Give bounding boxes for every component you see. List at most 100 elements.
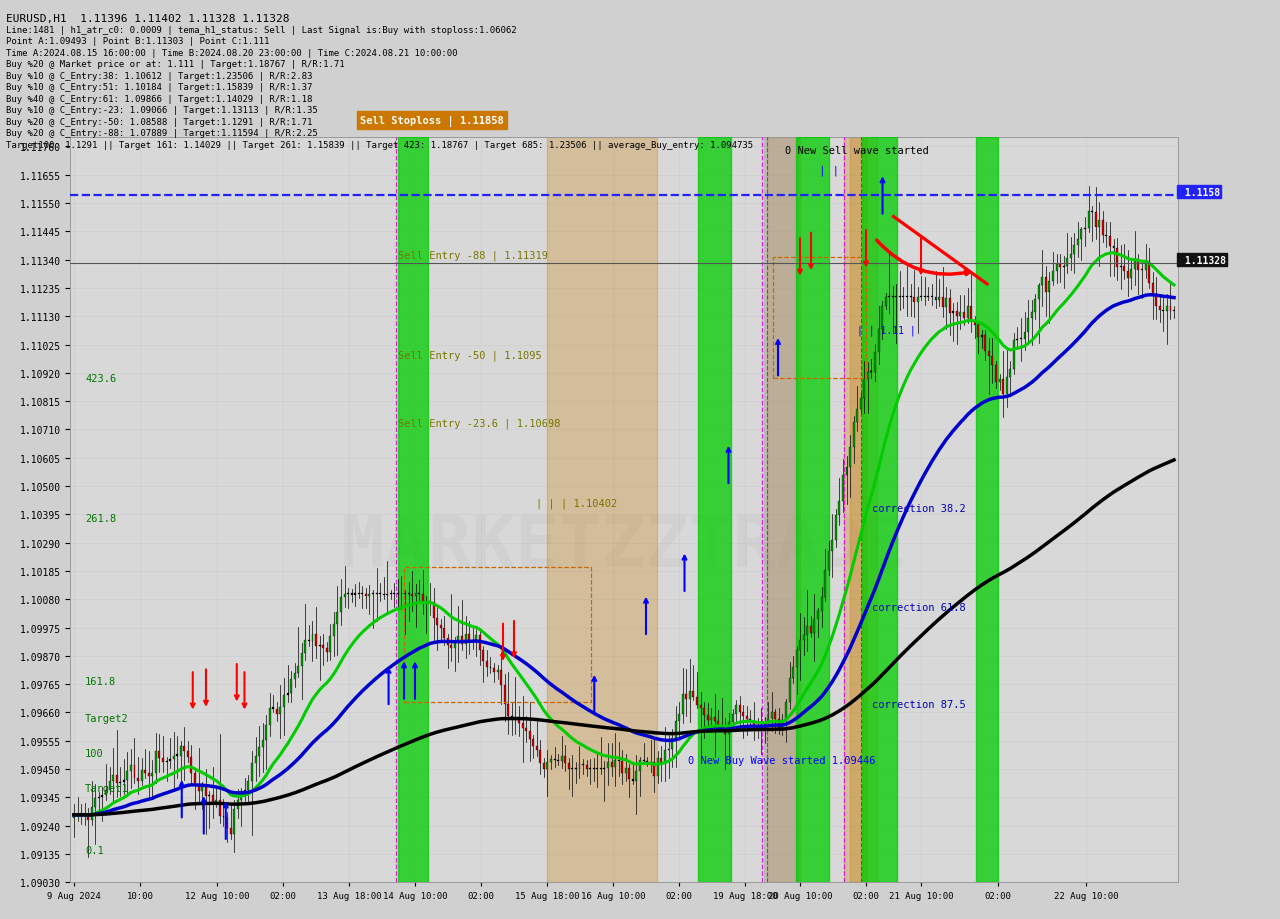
Bar <box>429 601 431 603</box>
Bar <box>293 673 296 680</box>
Bar <box>325 648 328 652</box>
Bar <box>333 624 335 637</box>
Bar <box>415 593 417 596</box>
Bar <box>343 595 346 597</box>
Bar <box>561 756 563 761</box>
Bar <box>1172 311 1175 312</box>
Bar <box>443 629 445 639</box>
Bar <box>123 780 124 782</box>
Bar <box>173 755 174 759</box>
Text: | | | 1.10402: | | | 1.10402 <box>536 498 617 508</box>
Bar <box>700 706 701 709</box>
Bar <box>127 771 128 780</box>
Bar <box>618 760 620 761</box>
Bar <box>407 593 410 595</box>
Bar <box>1059 266 1061 268</box>
Bar <box>369 595 370 596</box>
Bar <box>995 366 997 382</box>
Text: 0.1: 0.1 <box>84 845 104 855</box>
Bar <box>105 790 108 795</box>
Bar <box>938 298 940 301</box>
Bar <box>276 709 278 715</box>
Bar <box>183 746 186 752</box>
Bar <box>461 637 463 644</box>
Bar <box>351 594 352 595</box>
Bar <box>899 297 901 298</box>
Bar <box>451 645 452 648</box>
Bar <box>928 297 929 298</box>
Bar <box>113 775 114 782</box>
Bar <box>1116 249 1117 267</box>
Bar <box>1006 377 1007 394</box>
Bar <box>874 353 876 373</box>
Bar <box>742 712 744 716</box>
Bar <box>365 595 367 596</box>
Bar <box>297 666 300 673</box>
Text: 1.1158: 1.1158 <box>1179 187 1220 198</box>
Bar <box>91 807 92 821</box>
Bar <box>493 668 495 673</box>
Bar <box>773 257 867 379</box>
Bar <box>632 779 634 781</box>
Bar <box>902 297 905 298</box>
Bar <box>721 725 723 728</box>
Bar <box>966 307 969 319</box>
Bar <box>913 298 915 302</box>
Text: Target2: Target2 <box>84 713 129 723</box>
Bar <box>109 782 110 790</box>
Bar <box>404 593 406 595</box>
Bar <box>611 762 613 767</box>
Bar <box>1126 271 1129 279</box>
Bar <box>1076 240 1079 246</box>
Bar <box>419 593 420 595</box>
Text: correction 38.2: correction 38.2 <box>872 503 965 513</box>
Bar <box>710 718 712 720</box>
Text: Point A:1.09493 | Point B:1.11303 | Point C:1.111: Point A:1.09493 | Point B:1.11303 | Poin… <box>6 37 270 46</box>
Bar <box>425 601 428 604</box>
Bar <box>141 770 142 781</box>
Bar <box>119 782 122 784</box>
Bar <box>593 768 595 769</box>
Text: Sell Stoploss | 1.11858: Sell Stoploss | 1.11858 <box>360 116 504 127</box>
Bar <box>1020 339 1021 340</box>
Bar <box>529 732 531 740</box>
Bar <box>375 593 378 595</box>
Bar <box>229 828 232 834</box>
Bar <box>269 709 271 725</box>
Bar <box>792 668 794 678</box>
Bar <box>582 764 584 765</box>
Bar <box>301 653 303 666</box>
Bar <box>319 645 320 646</box>
Bar <box>398 138 429 882</box>
Text: | | 1.11 |: | | 1.11 | <box>858 325 916 335</box>
Bar <box>1158 306 1161 311</box>
Bar <box>782 720 783 729</box>
Bar <box>1112 247 1115 249</box>
Bar <box>844 138 877 882</box>
Bar <box>518 717 520 723</box>
Bar <box>261 741 264 747</box>
Bar <box>472 640 474 641</box>
Bar <box>547 138 657 882</box>
Bar <box>977 138 998 882</box>
Bar <box>628 768 630 779</box>
Bar <box>169 759 172 761</box>
Bar <box>489 667 492 668</box>
Bar <box>145 770 146 773</box>
Text: 0 New Sell wave started: 0 New Sell wave started <box>785 146 928 156</box>
Bar <box>998 380 1001 382</box>
Bar <box>372 593 374 595</box>
Bar <box>1098 221 1101 228</box>
Bar <box>404 567 591 702</box>
Bar <box>1074 246 1075 255</box>
Bar <box>439 625 442 629</box>
Bar <box>547 762 548 769</box>
Bar <box>137 778 140 781</box>
Bar <box>842 475 844 502</box>
Bar <box>163 758 164 762</box>
Bar <box>575 768 577 769</box>
Bar <box>1010 369 1011 377</box>
Text: correction 61.8: correction 61.8 <box>872 603 965 613</box>
Bar <box>251 763 253 780</box>
Bar <box>1130 270 1133 279</box>
